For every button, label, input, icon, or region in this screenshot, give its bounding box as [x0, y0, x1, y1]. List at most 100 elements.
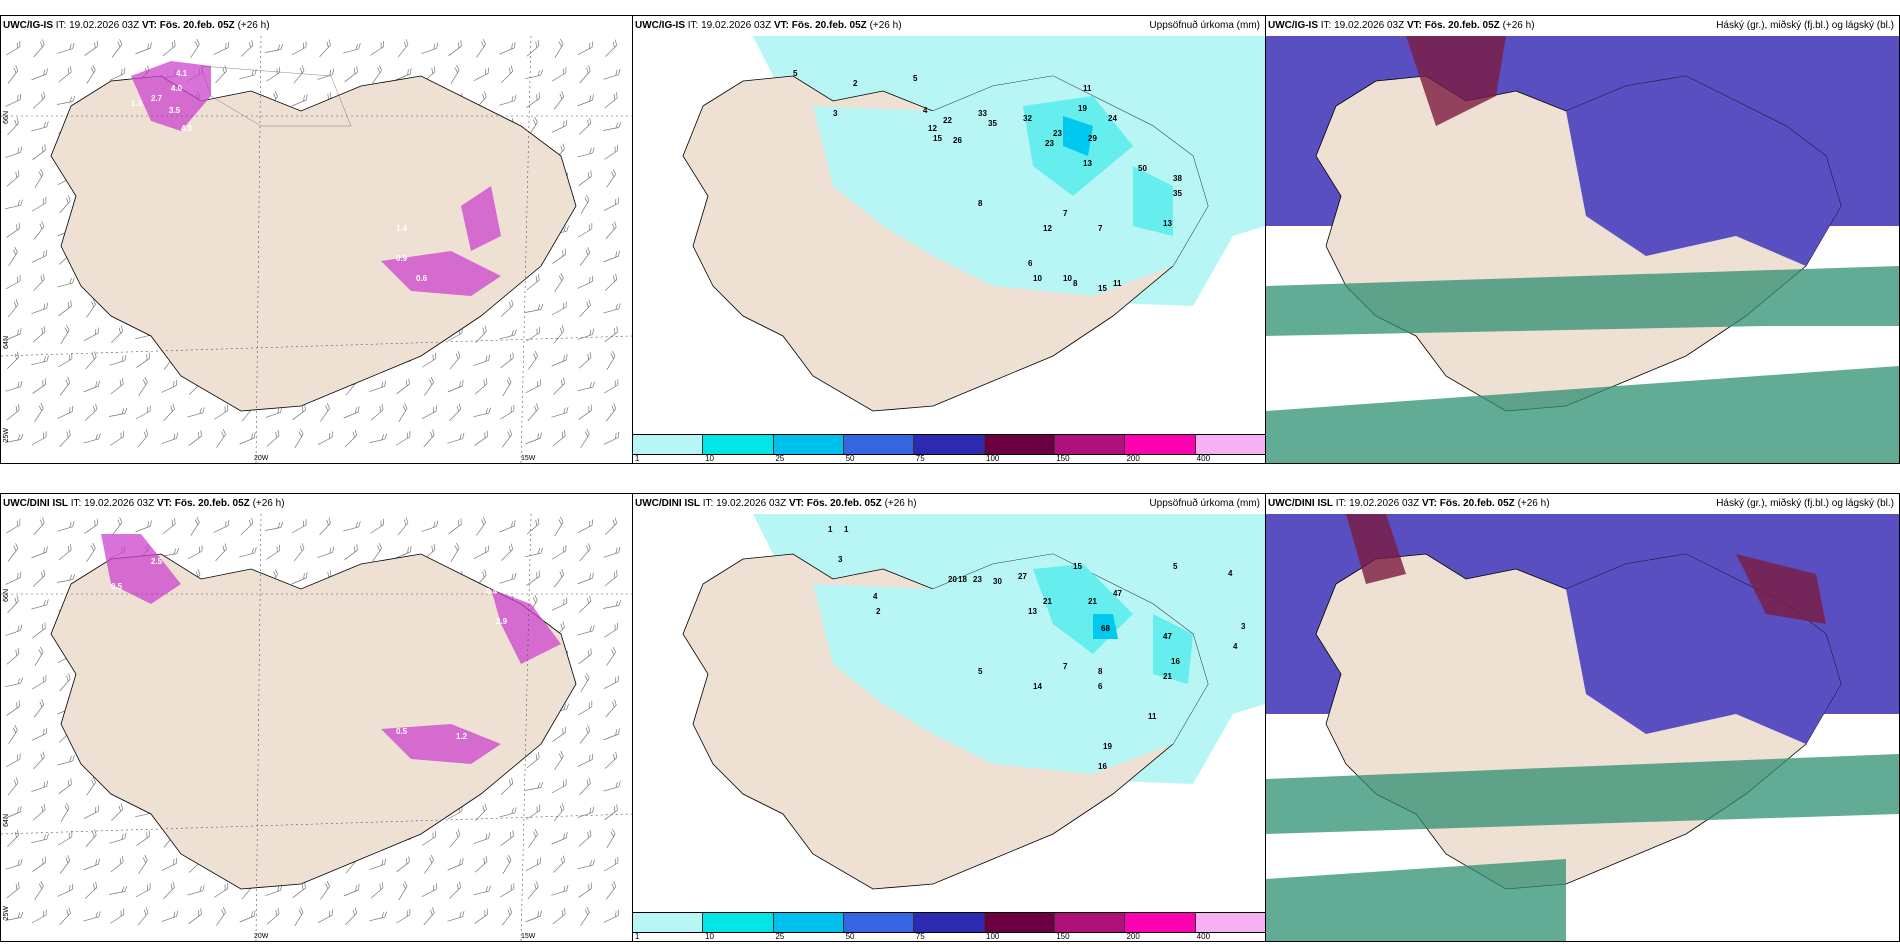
wind-barb	[136, 830, 150, 846]
wind-barb	[423, 429, 435, 448]
precip-label: 2	[853, 79, 858, 88]
vt-label: VT:	[141, 20, 157, 31]
wind-barb	[606, 350, 616, 371]
it-label: IT:	[702, 498, 714, 509]
map-area: 2.5 0.5 2.9 1.2 0.5 0.4	[1, 514, 632, 941]
wind-barb	[6, 647, 20, 665]
precip-label: 11	[1148, 712, 1157, 721]
wind-barb	[83, 433, 101, 444]
wind-barb	[603, 68, 621, 80]
init-time: 19.02.2026 03Z	[701, 20, 772, 31]
precip-label: 13	[1163, 219, 1172, 228]
model-name: UWC/DINI ISL	[1268, 498, 1333, 509]
wind-barb	[5, 41, 21, 56]
wind-barb	[135, 42, 152, 55]
wind-barb	[604, 751, 618, 769]
panel-header: UWC/IG-IS IT: 19.02.2026 03Z VT: Fös. 20…	[1, 16, 632, 36]
wind-barb	[86, 776, 96, 796]
precip-label: 11	[1113, 279, 1122, 288]
wind-barb	[578, 117, 592, 135]
colorbar-tick-label: 25	[775, 932, 785, 941]
model-name: UWC/DINI ISL	[635, 498, 700, 509]
precip-label: 33	[978, 109, 987, 118]
precip-label: 13	[1028, 607, 1037, 616]
wind-barb	[449, 351, 461, 370]
snow-area-nw	[101, 534, 181, 604]
hatch-area	[200, 65, 352, 127]
wind-barb	[448, 518, 462, 535]
wind-barb	[500, 830, 514, 847]
lead-time: (+26 h)	[252, 498, 285, 509]
wind-barb	[397, 39, 409, 58]
wind-barb	[86, 542, 96, 562]
wind-barb	[499, 572, 517, 584]
precip-label: 21	[1163, 672, 1172, 681]
mid-cloud-band	[1266, 366, 1899, 463]
lon-25-label: 25W	[3, 428, 10, 443]
precip-label: 20	[948, 575, 957, 584]
precip-label: 13	[1083, 159, 1092, 168]
wind-barb	[448, 40, 462, 57]
wind-barb	[554, 750, 564, 770]
lon-25-label: 25W	[3, 906, 10, 921]
colorbar-tick-label: 150	[1056, 454, 1070, 463]
wind-barb	[291, 572, 308, 585]
precip-label: 32	[1023, 114, 1032, 123]
wind-barb	[525, 69, 543, 80]
wind-barb	[604, 144, 619, 160]
wind-barb	[473, 832, 491, 844]
wind-barb	[395, 909, 411, 924]
snow-label: 2.9	[496, 617, 508, 626]
wind-barb	[111, 803, 123, 821]
wind-barb	[499, 42, 516, 55]
precip-label: 7	[1063, 662, 1068, 671]
wind-barb	[449, 881, 461, 899]
panel-header: UWC/IG-IS IT: 19.02.2026 03Z VT: Fös. 20…	[633, 16, 1265, 36]
map-panel-top-precip: UWC/IG-IS IT: 19.02.2026 03Z VT: Fös. 20…	[632, 15, 1266, 464]
wind-barb	[5, 571, 22, 585]
wind-barb	[86, 298, 96, 318]
precip-label: 23	[973, 575, 982, 584]
wind-barb	[57, 277, 75, 288]
wind-barb	[216, 906, 226, 926]
snow-area-se	[381, 251, 501, 296]
precip-label: 11	[1083, 84, 1092, 93]
precip-label: 50	[1138, 164, 1147, 173]
wind-barb	[577, 625, 595, 636]
wind-barb	[424, 376, 434, 396]
wind-barb	[553, 325, 565, 344]
mid-cloud-band	[1266, 754, 1899, 834]
wind-barb	[551, 354, 568, 367]
colorbar-segment	[1125, 913, 1196, 932]
map-area: 1 3 1 4 2 20 18 23 30 27 15 21 21 47 13 …	[633, 514, 1265, 913]
wind-barb	[580, 194, 590, 215]
wind-barb	[109, 885, 128, 895]
wind-barb	[239, 547, 257, 558]
wind-barb	[111, 517, 123, 536]
wind-barb	[137, 907, 149, 926]
colorbar-tick-label: 50	[845, 454, 855, 463]
colorbar-segment	[1195, 913, 1265, 932]
wind-barb	[216, 428, 226, 448]
wind-barb	[605, 699, 617, 718]
valid-time: Fös. 20.feb. 05Z	[791, 20, 867, 31]
wind-barb	[398, 880, 408, 901]
wind-barb	[577, 275, 594, 289]
valid-time: Fös. 20.feb. 05Z	[174, 498, 250, 509]
snow-label: 1.3	[131, 99, 143, 108]
wind-barb	[187, 885, 205, 896]
wind-barb	[474, 430, 488, 446]
wind-barb	[395, 546, 412, 559]
wind-barb	[553, 91, 565, 110]
snow-area-nw	[131, 61, 211, 131]
colorbar-tick-label: 10	[705, 932, 715, 941]
wind-barb	[578, 170, 592, 187]
wind-barb	[580, 906, 590, 926]
lon-15-label: 15W	[521, 933, 536, 940]
wind-barb	[502, 376, 512, 397]
wind-barb	[527, 881, 539, 900]
precip-label: 4	[1228, 569, 1233, 578]
snow-label: 0.6	[416, 274, 428, 283]
wind-barb	[187, 545, 203, 560]
valid-time: Fös. 20.feb. 05Z	[159, 20, 235, 31]
